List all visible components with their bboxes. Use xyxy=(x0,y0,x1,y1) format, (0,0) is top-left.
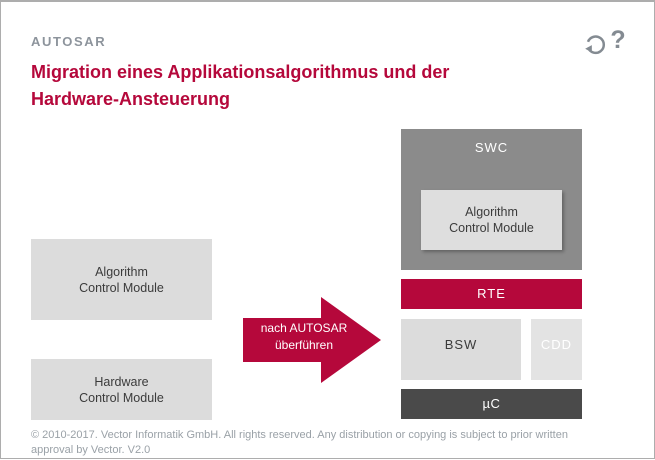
algorithm-control-module-box: Algorithm Control Module xyxy=(31,239,212,320)
migration-arrow xyxy=(243,297,381,383)
page-title-line1: Migration eines Applikationsalgorithmus … xyxy=(31,62,450,82)
page-title-line2: Hardware-Ansteuerung xyxy=(31,89,231,109)
hardware-control-module-box: Hardware Control Module xyxy=(31,359,212,420)
rte-label: RTE xyxy=(477,286,506,301)
help-icon[interactable]: ? xyxy=(610,26,626,54)
right-arrow-icon xyxy=(243,297,381,383)
swc-label: SWC xyxy=(474,140,509,155)
cdd-box: CDD xyxy=(531,319,582,380)
autosar-brand-label: AUTOSAR xyxy=(31,34,107,49)
microcontroller-bar: µC xyxy=(401,389,582,419)
page-title: Migration eines Applikationsalgorithmus … xyxy=(31,59,611,113)
bsw-box: BSW xyxy=(401,319,521,380)
copyright-notice: © 2010-2017. Vector Informatik GmbH. All… xyxy=(31,428,631,458)
migration-arrow-label: nach AUTOSAR überführen xyxy=(248,320,360,354)
refresh-icon-glyph xyxy=(585,35,606,55)
algorithm-control-module-label-line2: Control Module xyxy=(79,280,164,295)
hardware-control-module-label-line1: Hardware xyxy=(94,374,149,389)
algorithm-control-module-label-line1: Algorithm xyxy=(95,264,148,279)
microcontroller-label: µC xyxy=(482,396,501,411)
copyright-line1: © 2010-2017. Vector Informatik GmbH. All… xyxy=(31,429,568,441)
cdd-label: CDD xyxy=(540,337,573,352)
hardware-control-module-label-line2: Control Module xyxy=(79,390,164,405)
swc-acm-label-line1: Algorithm xyxy=(465,205,518,219)
arrow-label-line1: nach AUTOSAR xyxy=(260,321,348,335)
rte-bar: RTE xyxy=(401,279,582,309)
arrow-label-line2: überführen xyxy=(274,338,334,352)
refresh-icon[interactable] xyxy=(584,33,607,56)
copyright-line2: approval by Vector. V2.0 xyxy=(31,444,151,456)
swc-acm-label-line2: Control Module xyxy=(449,221,534,235)
swc-algorithm-control-module-box: Algorithm Control Module xyxy=(421,190,562,250)
bsw-label: BSW xyxy=(444,337,478,352)
